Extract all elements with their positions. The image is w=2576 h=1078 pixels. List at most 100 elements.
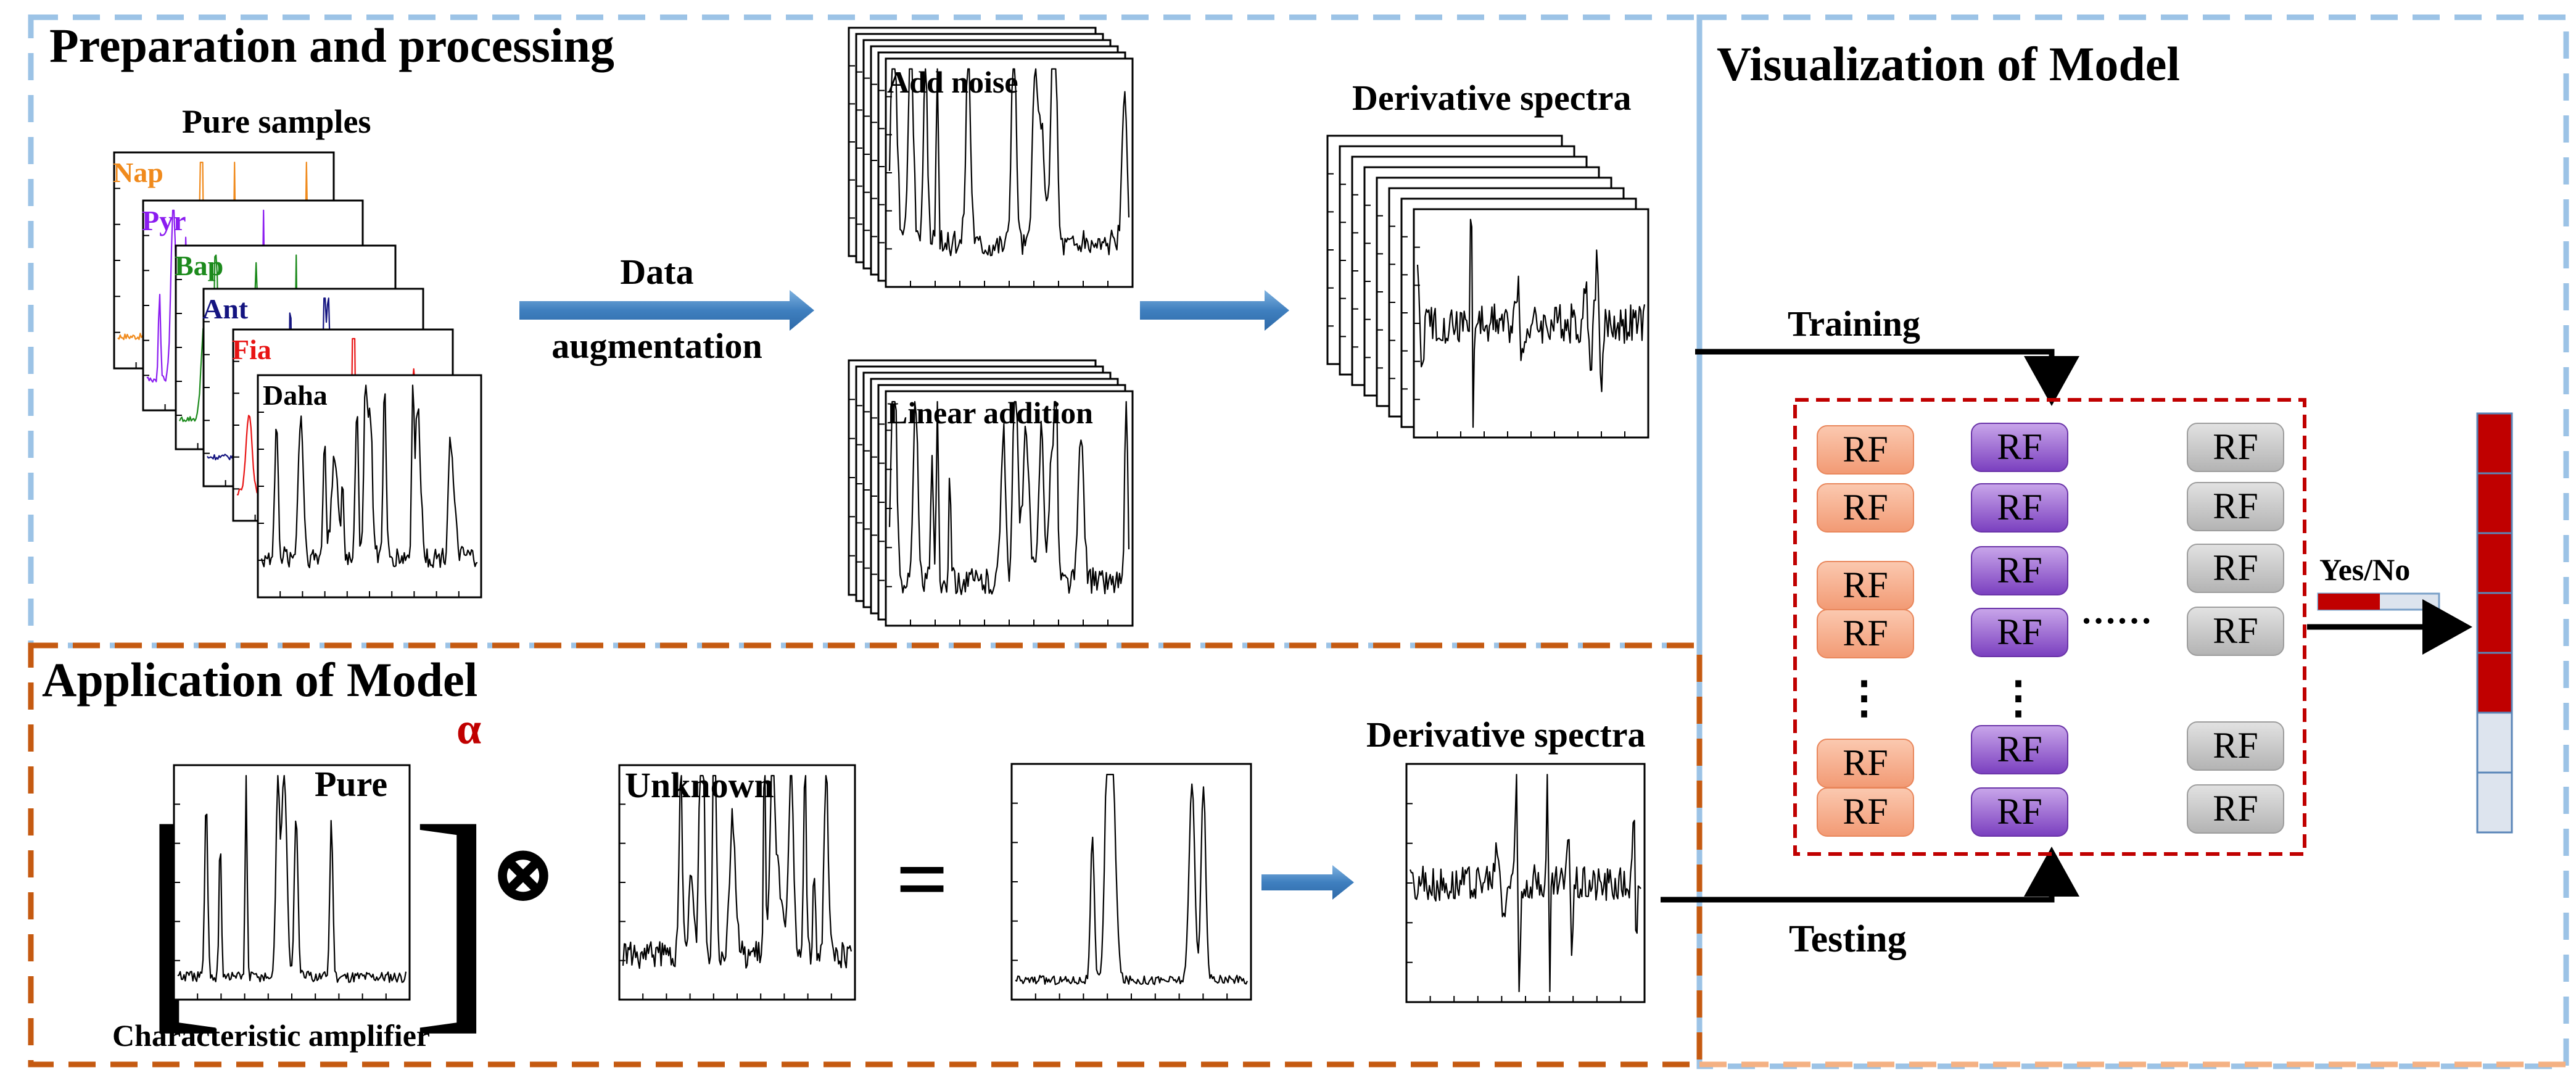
random-forest-label: RF: [1997, 729, 2042, 769]
linear-addition-plot: [885, 390, 1134, 627]
spectrum-trace: [260, 384, 478, 568]
pure-sample-label: Daha: [263, 379, 328, 411]
random-forest-label: RF: [2213, 486, 2258, 526]
horizontal-ellipsis: ……: [2081, 591, 2152, 631]
plot-frame: [618, 764, 856, 1001]
pure-sample-label: Pyr: [142, 205, 186, 236]
spectrum-trace: [1416, 218, 1646, 428]
random-forest-tree: [1817, 483, 1914, 533]
pure-samples-stack: Nap Pyr Bap Ant Fia Daha: [113, 151, 482, 599]
vertical-ellipsis-purple: ⋮: [1996, 673, 2041, 723]
application-title: Application of Model: [42, 653, 477, 707]
ensemble-border: [1793, 398, 2306, 856]
random-forest-tree: [2187, 784, 2284, 834]
pure-spectrum-frame: [173, 764, 411, 1001]
random-forest-tree: [1971, 725, 2068, 774]
linear-addition-stack: [848, 359, 1134, 627]
random-forest-label: RF: [1843, 565, 1888, 605]
derivative-result-plot: [1405, 763, 1646, 1003]
random-forest-label: RF: [1843, 487, 1888, 528]
add-noise-stack: [848, 27, 1134, 288]
random-forest-label: RF: [1997, 612, 2042, 652]
testing-label: Testing: [1789, 918, 1907, 960]
multiply-operator: ⊗: [490, 830, 557, 919]
random-forest-label: RF: [2213, 610, 2258, 651]
vote-segment: [2476, 412, 2513, 475]
random-forest-label: RF: [1997, 426, 2042, 467]
vertical-ellipsis-orange: ⋮: [1842, 673, 1886, 723]
derivative-arrow: [1140, 290, 1289, 331]
pure-spectrum-plot: [173, 764, 411, 1001]
random-forest-label: RF: [1843, 791, 1888, 832]
training-arrow: [1695, 349, 2079, 406]
derivative-plot: [1413, 208, 1649, 439]
vote-segment: [2476, 532, 2513, 594]
random-forest-tree: [2187, 721, 2284, 771]
yes-no-bar-fill: [2318, 594, 2380, 610]
pure-sample-label: Nap: [113, 157, 163, 188]
visualization-title: Visualization of Model: [1717, 37, 2180, 91]
spectrum-trace: [1409, 774, 1641, 992]
random-forest-label: RF: [2213, 788, 2258, 829]
plot-frame: [1010, 763, 1252, 1001]
random-forest-tree: [2187, 482, 2284, 531]
derivative-spectra-stack: [1326, 135, 1649, 439]
pure-sample-plot: [257, 374, 482, 599]
pure-bracket-right: ]: [411, 774, 495, 1055]
yes-no-label: Yes/No: [2319, 552, 2410, 587]
random-forest-label: RF: [1997, 487, 2042, 528]
random-forest-tree: [1817, 787, 1914, 837]
random-forest-label: RF: [2213, 725, 2258, 766]
random-forest-tree: [1971, 608, 2068, 657]
pure-sample-label: Fia: [232, 334, 271, 365]
application-arrow: [1261, 865, 1354, 900]
random-forest-label: RF: [1843, 742, 1888, 783]
random-forest-label: RF: [2213, 426, 2258, 467]
random-forest-label: RF: [1997, 791, 2042, 832]
random-forest-tree: [1971, 423, 2068, 472]
pure-samples-title: Pure samples: [182, 103, 371, 140]
unknown-spectrum-frame: [618, 764, 856, 1001]
derivative-result-frame: [1405, 763, 1646, 1003]
vote-output-bar: [2476, 412, 2513, 834]
add-noise-label: Add noise: [887, 65, 1018, 99]
vote-segment: [2476, 472, 2513, 534]
pure-sample-label: Bap: [175, 250, 223, 281]
unknown-spectrum-plot: [618, 764, 856, 1001]
random-forest-label: RF: [2213, 547, 2258, 588]
vote-segment: [2476, 771, 2513, 834]
spectrum-trace: [622, 774, 852, 969]
amplifier-caption: Characteristic amplifier: [112, 1018, 430, 1053]
random-forest-label: RF: [1843, 613, 1888, 653]
vote-segment: [2476, 652, 2513, 714]
vote-segment: [2476, 592, 2513, 654]
pure-label: Pure: [315, 764, 387, 804]
random-forest-tree: [1817, 425, 1914, 475]
random-forest-tree: [1817, 609, 1914, 658]
random-forest-tree: [2187, 423, 2284, 472]
random-forest-tree: [1971, 483, 2068, 533]
spectrum-trace: [888, 400, 1130, 595]
linear-addition-label: Linear addition: [887, 396, 1093, 430]
spectrum-trace: [177, 774, 407, 983]
alpha-exponent: α: [456, 704, 481, 753]
equals-operator: =: [896, 828, 948, 931]
preparation-section-border: [28, 14, 1703, 649]
augmentation-arrow: [519, 290, 814, 331]
vote-segment: [2476, 711, 2513, 774]
augmentation-label-line1: Data: [620, 252, 693, 292]
random-forest-label: RF: [1843, 429, 1888, 470]
derivative-bottom-title: Derivative spectra: [1366, 715, 1646, 755]
preparation-title: Preparation and processing: [49, 19, 614, 72]
random-forest-grid: RF RF RF RF RF RF RF RF RF RF RF RF RF RF RF RF RF RF: [1817, 423, 2284, 837]
result-spectrum-plot: [1010, 763, 1252, 1001]
testing-arrow: [1661, 847, 2079, 903]
random-forest-tree: [2187, 544, 2284, 593]
pure-sample-label: Ant: [202, 293, 249, 325]
training-label: Training: [1788, 304, 1920, 344]
visualization-section-border: [1696, 14, 2569, 1069]
derivative-top-title: Derivative spectra: [1352, 78, 1632, 118]
spectrum-trace: [888, 68, 1130, 257]
application-section-border: [28, 642, 1703, 1068]
